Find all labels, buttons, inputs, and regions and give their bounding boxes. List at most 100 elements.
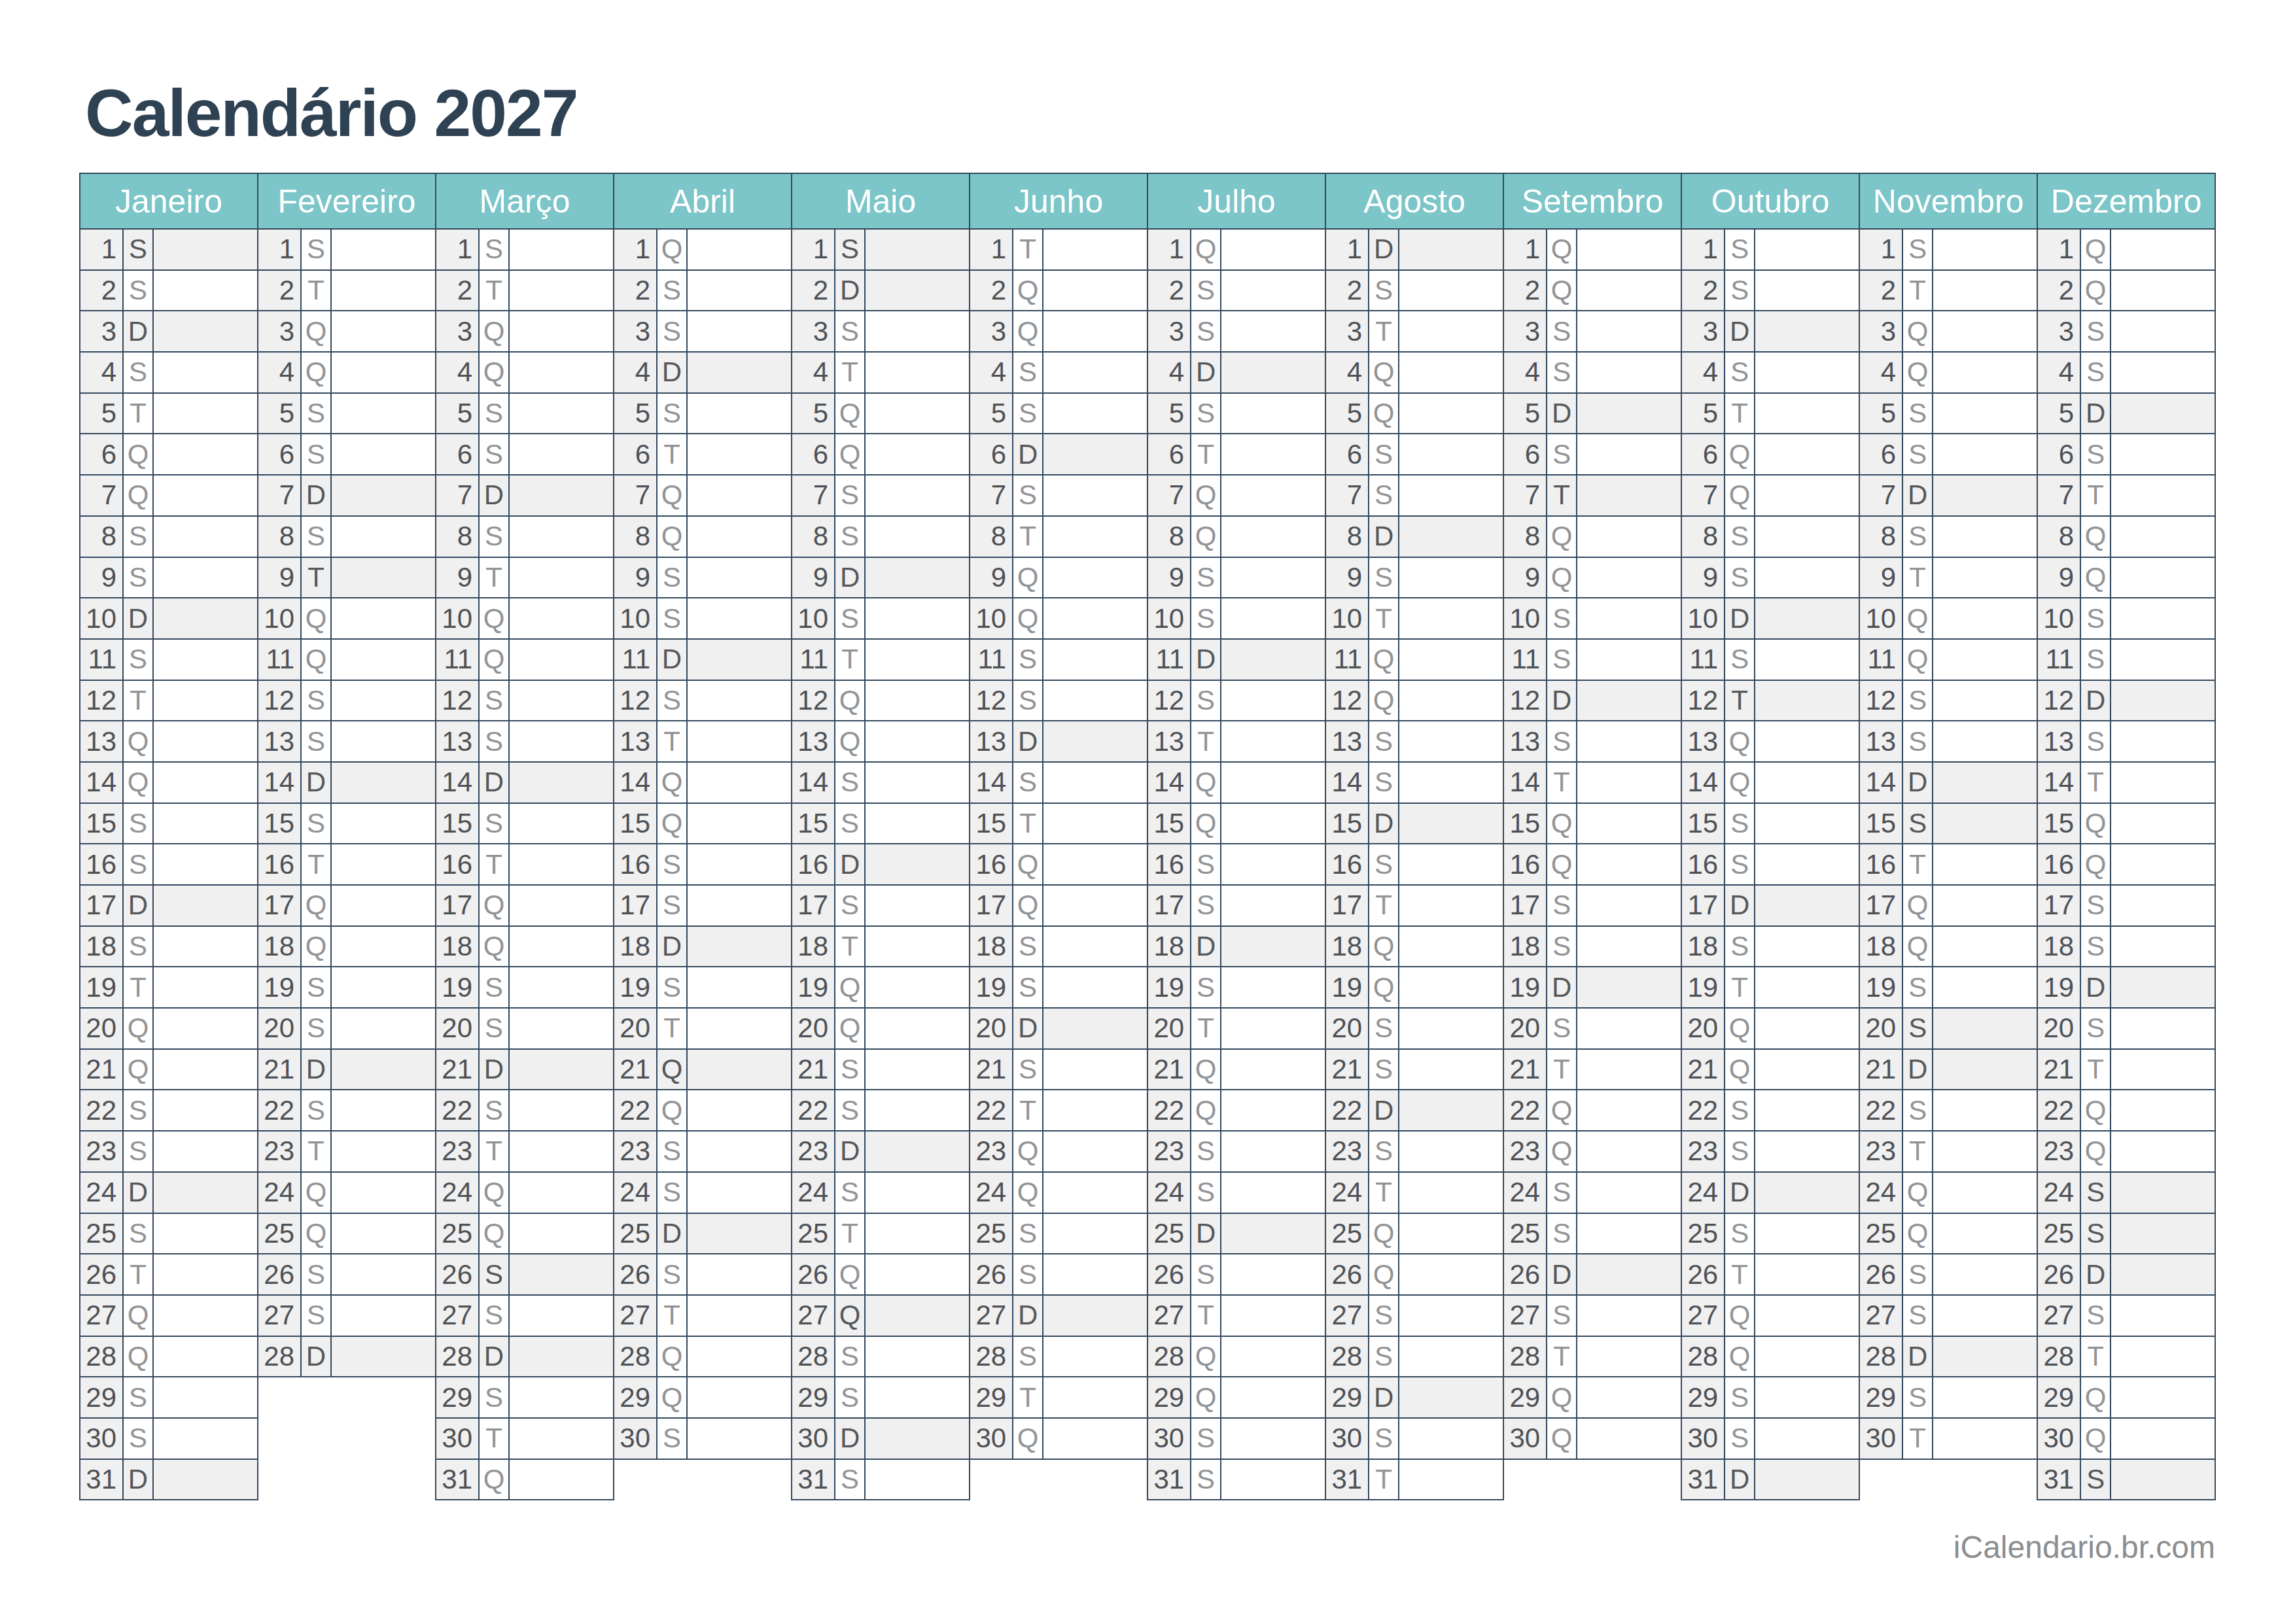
notes-cell	[687, 229, 792, 270]
weekday-letter: Q	[479, 926, 509, 967]
day-number: 11	[1325, 639, 1369, 680]
weekday-letter: T	[1725, 1254, 1755, 1295]
weekday-letter: T	[1725, 680, 1755, 721]
weekday-letter: S	[479, 1377, 509, 1418]
weekday-letter: D	[1902, 475, 1933, 516]
notes-cell	[1933, 680, 2037, 721]
weekday-letter: Q	[1902, 311, 1933, 352]
notes-cell	[1399, 844, 1503, 885]
day-number: 12	[1859, 680, 1902, 721]
day-number: 19	[970, 967, 1013, 1008]
day-number: 29	[436, 1377, 479, 1418]
weekday-letter: S	[123, 803, 153, 844]
weekday-letter: S	[123, 516, 153, 557]
day-number: 3	[1503, 311, 1547, 352]
notes-cell	[2111, 1008, 2215, 1049]
day-number: 19	[2037, 967, 2080, 1008]
notes-cell	[1577, 598, 1681, 639]
day-number: 13	[614, 721, 657, 762]
notes-cell	[865, 229, 970, 270]
weekday-letter: S	[1547, 1295, 1577, 1336]
notes-cell	[1399, 1213, 1503, 1254]
day-number: 17	[1503, 885, 1547, 926]
weekday-letter: S	[1013, 1254, 1043, 1295]
notes-cell	[865, 885, 970, 926]
notes-cell	[1577, 557, 1681, 598]
notes-cell	[1933, 229, 2037, 270]
day-number: 10	[1859, 598, 1902, 639]
notes-cell	[865, 680, 970, 721]
day-row-13: 13Q13S13S13T13Q13D13T13S13S13Q13S13S	[80, 721, 2215, 762]
day-number: 19	[436, 967, 479, 1008]
day-number: 27	[80, 1295, 123, 1336]
notes-cell	[1043, 311, 1148, 352]
notes-cell	[153, 393, 258, 434]
notes-cell	[509, 1336, 614, 1377]
notes-cell	[153, 803, 258, 844]
weekday-letter: S	[1369, 557, 1399, 598]
notes-cell	[2111, 270, 2215, 311]
weekday-letter: T	[301, 1131, 331, 1172]
day-row-4: 4S4Q4Q4D4T4S4D4Q4S4S4Q4S	[80, 352, 2215, 393]
weekday-letter: Q	[1369, 639, 1399, 680]
notes-cell	[509, 393, 614, 434]
weekday-letter: D	[1191, 639, 1221, 680]
notes-cell	[1399, 1254, 1503, 1295]
notes-cell	[509, 762, 614, 803]
day-row-21: 21Q21D21D21Q21S21S21Q21S21T21Q21D21T	[80, 1049, 2215, 1090]
notes-cell	[2111, 352, 2215, 393]
notes-cell	[1755, 1418, 1859, 1459]
notes-cell	[1399, 393, 1503, 434]
weekday-letter: Q	[657, 803, 687, 844]
day-number: 24	[1859, 1172, 1902, 1213]
weekday-letter: S	[1013, 1213, 1043, 1254]
notes-cell	[153, 1459, 258, 1500]
notes-cell	[1933, 844, 2037, 885]
day-number: 22	[2037, 1090, 2080, 1131]
notes-cell	[153, 1049, 258, 1090]
weekday-letter: D	[1725, 598, 1755, 639]
weekday-letter: Q	[1547, 516, 1577, 557]
day-number: 1	[1681, 229, 1725, 270]
day-row-29: 29S29S29Q29S29T29Q29D29Q29S29S29Q	[80, 1377, 2215, 1418]
notes-cell	[1577, 1008, 1681, 1049]
weekday-letter: S	[1369, 1049, 1399, 1090]
weekday-letter: S	[1902, 967, 1933, 1008]
weekday-letter: T	[1013, 1090, 1043, 1131]
notes-cell	[1221, 1213, 1325, 1254]
day-number: 5	[436, 393, 479, 434]
empty-cell	[1859, 1459, 2037, 1500]
weekday-letter: S	[835, 229, 865, 270]
day-number: 6	[1681, 434, 1725, 475]
notes-cell	[687, 516, 792, 557]
day-number: 17	[1681, 885, 1725, 926]
notes-cell	[1755, 598, 1859, 639]
weekday-letter: Q	[2080, 516, 2111, 557]
day-number: 30	[1681, 1418, 1725, 1459]
day-number: 15	[1681, 803, 1725, 844]
notes-cell	[1755, 270, 1859, 311]
weekday-letter: Q	[1902, 639, 1933, 680]
notes-cell	[1577, 1254, 1681, 1295]
notes-cell	[687, 680, 792, 721]
weekday-letter: Q	[1369, 926, 1399, 967]
day-number: 21	[970, 1049, 1013, 1090]
day-number: 10	[1325, 598, 1369, 639]
weekday-letter: S	[1902, 1008, 1933, 1049]
weekday-letter: S	[479, 229, 509, 270]
day-row-10: 10D10Q10Q10S10S10Q10S10T10S10D10Q10S	[80, 598, 2215, 639]
notes-cell	[331, 557, 436, 598]
weekday-letter: S	[1191, 1172, 1221, 1213]
day-number: 1	[1325, 229, 1369, 270]
notes-cell	[1043, 598, 1148, 639]
weekday-letter: S	[835, 762, 865, 803]
weekday-letter: S	[835, 885, 865, 926]
day-number: 18	[1148, 926, 1191, 967]
day-number: 5	[1859, 393, 1902, 434]
notes-cell	[1399, 1459, 1503, 1500]
notes-cell	[1043, 475, 1148, 516]
notes-cell	[509, 1213, 614, 1254]
day-row-31: 31D31Q31S31S31T31D31S	[80, 1459, 2215, 1500]
weekday-letter: Q	[1013, 311, 1043, 352]
weekday-letter: Q	[301, 352, 331, 393]
